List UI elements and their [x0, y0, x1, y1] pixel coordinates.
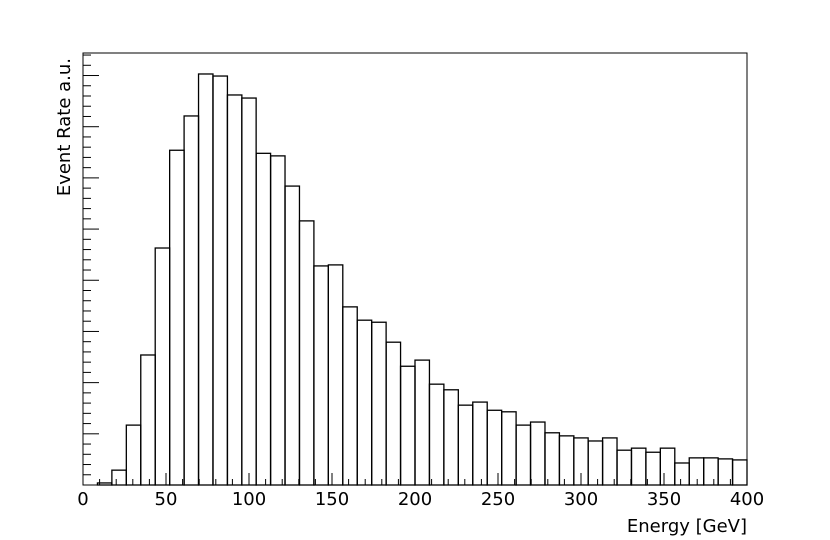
histogram-bin	[183, 115, 200, 486]
histogram-bin	[544, 432, 561, 486]
histogram-bin	[674, 462, 690, 486]
x-tick-label: 200	[398, 489, 432, 510]
x-tick-label: 350	[647, 489, 681, 510]
histogram-bin	[486, 409, 503, 486]
histogram-bin	[414, 359, 431, 486]
x-tick-label: 150	[315, 489, 349, 510]
histogram-bin	[342, 306, 358, 486]
histogram-bin	[140, 354, 156, 486]
histogram-bin	[457, 404, 474, 486]
histogram-bin	[630, 447, 647, 486]
histogram-bin	[399, 365, 416, 486]
x-axis-title: Energy [GeV]	[627, 516, 747, 537]
histogram-bin	[529, 421, 546, 486]
histogram-bin	[515, 424, 532, 486]
histogram-bin	[601, 437, 618, 486]
histogram-bin	[587, 440, 604, 486]
x-tick-label: 400	[730, 489, 764, 510]
histogram-bin	[616, 449, 633, 486]
x-tick-label: 0	[77, 489, 88, 510]
histogram-bin	[731, 459, 748, 486]
histogram-bin	[688, 457, 705, 486]
histogram-bin	[169, 149, 185, 486]
histogram-bin	[385, 341, 402, 486]
histogram-bin	[327, 264, 344, 486]
histogram-bin	[269, 155, 286, 486]
histogram-bin	[371, 321, 387, 486]
x-tick-label: 300	[564, 489, 598, 510]
histogram-bin	[501, 411, 517, 486]
histogram-bin	[703, 457, 719, 486]
histogram-bin	[356, 319, 373, 486]
histogram-bin	[125, 424, 142, 486]
histogram-bin	[197, 73, 214, 486]
histogram-bin	[472, 401, 488, 486]
histogram-bin	[298, 220, 315, 486]
histogram-bin	[659, 447, 676, 486]
histogram-bin	[428, 383, 445, 486]
y-axis-title: Event Rate a.u.	[54, 58, 75, 196]
histogram-bin	[226, 94, 243, 486]
histogram-bin	[443, 389, 459, 486]
histogram-bin	[284, 185, 301, 486]
histogram-bin	[154, 247, 171, 486]
histogram-bin	[111, 469, 127, 486]
x-tick-label: 50	[155, 489, 178, 510]
x-tick-label: 100	[232, 489, 266, 510]
histogram-bin	[313, 265, 329, 486]
x-tick-label: 250	[481, 489, 515, 510]
histogram-bin	[241, 97, 257, 486]
histogram-bin	[255, 152, 272, 486]
histogram-bin	[212, 75, 229, 486]
histogram-bin	[558, 435, 575, 486]
histogram-bin	[645, 451, 661, 486]
